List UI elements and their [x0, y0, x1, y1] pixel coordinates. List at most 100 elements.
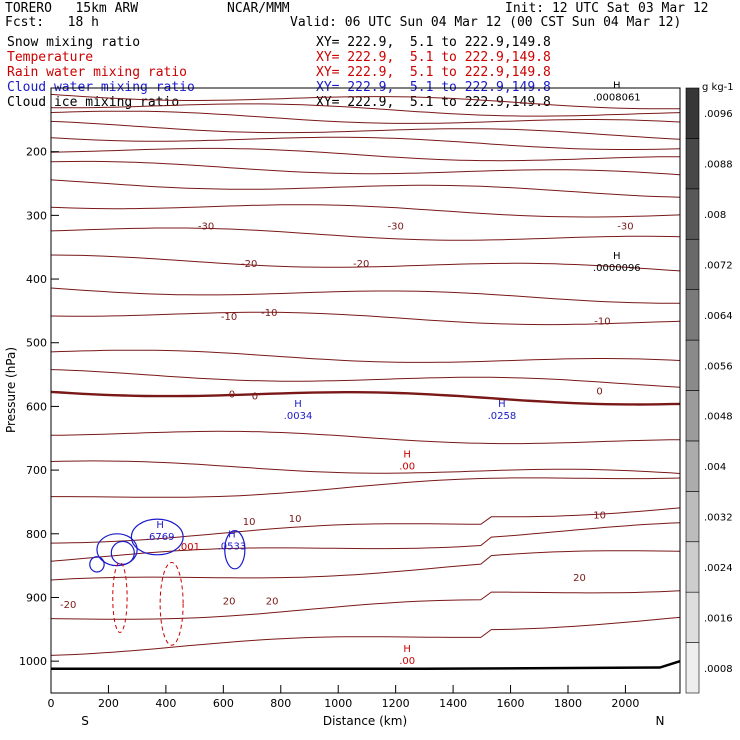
y-tick-label: 600 [26, 400, 47, 413]
x-tick-label: 200 [98, 697, 119, 710]
isotherm-label: -30 [198, 222, 214, 233]
x-tick-label: 1200 [382, 697, 410, 710]
isotherm-line [50, 227, 681, 241]
isotherm-label: -10 [221, 312, 237, 323]
maximum-value: .0034 [284, 411, 313, 422]
cloud-water-contour [89, 556, 105, 573]
x-tick-label: 1600 [497, 697, 525, 710]
init-time: Init: 12 UTC Sat 03 Mar 12 [505, 1, 709, 16]
isotherm-line [50, 103, 681, 117]
colorbar-label: .008 [704, 210, 726, 221]
colorbar-label: .0056 [704, 361, 733, 372]
isotherm-label: 10 [289, 514, 302, 525]
colorbar-segment [685, 138, 700, 190]
isotherm-line [51, 477, 681, 498]
maximum-mark: H [498, 399, 506, 410]
isotherm-label: -10 [261, 308, 277, 319]
maximum-value: .00 [399, 656, 415, 667]
forecast-hour: Fcst: 18 h [5, 15, 99, 30]
maximum-mark: H [228, 529, 236, 540]
maximum-mark: H [403, 644, 411, 655]
y-tick-label: 900 [26, 591, 47, 604]
isotherm-line [50, 590, 681, 620]
colorbar-unit: g kg-1 [702, 82, 734, 93]
maximum-value: .00 [399, 462, 415, 473]
isotherm-line [50, 522, 681, 562]
isotherm-line [50, 460, 681, 474]
x-tick-label: 1000 [324, 697, 352, 710]
x-tick-label: 1800 [554, 697, 582, 710]
maximum-value: .0533 [218, 541, 247, 552]
isotherm-line [50, 93, 681, 110]
y-tick-label: 300 [26, 209, 47, 222]
x-tick-label: 800 [270, 697, 291, 710]
isotherm-line [50, 390, 681, 406]
y-tick-label: 400 [26, 273, 47, 286]
valid-time: Valid: 06 UTC Sun 04 Mar 12 (00 CST Sun … [290, 15, 682, 30]
isotherm-label: 20 [223, 597, 236, 608]
colorbar-segment [685, 339, 700, 391]
y-tick-label: 800 [26, 528, 47, 541]
isotherm-line [50, 349, 681, 363]
x-tick-label: 1400 [439, 697, 467, 710]
isotherm-line [50, 616, 681, 656]
isotherm-label: 20 [266, 597, 279, 608]
colorbar-segment [685, 390, 700, 442]
center-title: NCAR/MMM [227, 1, 290, 16]
maximum-mark: H [613, 80, 621, 91]
isotherm-line [50, 204, 681, 218]
cloud-water-contour [130, 518, 184, 556]
isotherm-label: -30 [387, 222, 403, 233]
colorbar-segment [685, 87, 700, 139]
colorbar-segment [685, 440, 700, 492]
colorbar-label: .0096 [704, 109, 733, 120]
x-end-label-left: S [81, 714, 89, 728]
colorbar-segment [685, 289, 700, 341]
isotherm-label: 10 [243, 517, 256, 528]
isotherm-line [50, 179, 681, 198]
model-title: TORERO 15km ARW [5, 1, 139, 16]
isotherm-line [50, 287, 681, 304]
maximum-value: .0258 [488, 411, 517, 422]
isotherm-line [50, 430, 681, 445]
colorbar-label: .004 [704, 462, 726, 473]
isotherm-line [50, 147, 680, 162]
colorbar-segment [685, 188, 700, 240]
field-name: Temperature [7, 50, 94, 65]
isotherm-line [50, 120, 681, 140]
isotherm-label: 0 [252, 392, 258, 403]
colorbar-label: .0072 [704, 260, 733, 271]
x-tick-label: 600 [213, 697, 234, 710]
isotherm-line [50, 369, 681, 388]
y-tick-label: 1000 [19, 655, 47, 668]
maximum-value: .0000096 [593, 263, 641, 274]
isotherm-line [50, 311, 681, 326]
colorbar-label: .0008 [704, 664, 733, 675]
isotherm-line [50, 136, 681, 150]
colorbar-segment [685, 238, 700, 290]
isotherm-label: -20 [241, 259, 257, 270]
maximum-mark: H [613, 251, 621, 262]
y-tick-label: 700 [26, 464, 47, 477]
field-section-coords: XY= 222.9, 5.1 to 222.9,149.8 [316, 50, 551, 65]
isotherm-label: -30 [617, 222, 633, 233]
maximum-mark: H [403, 450, 411, 461]
colorbar-label: .0024 [704, 563, 733, 574]
isotherm-label: 0 [229, 390, 235, 401]
isotherm-line [50, 550, 681, 581]
colorbar-label: .0048 [704, 412, 733, 423]
colorbar-segment [685, 491, 700, 543]
rain-contour [112, 561, 128, 634]
colorbar-segment [685, 642, 700, 694]
isotherm-line [50, 160, 681, 176]
x-end-label-right: N [656, 714, 665, 728]
isotherm-label: 20 [573, 573, 586, 584]
isotherm-line [50, 254, 681, 272]
terrain-line [51, 659, 681, 671]
y-tick-label: 200 [26, 146, 47, 159]
maximum-value: .001 [178, 542, 200, 553]
colorbar-label: .0016 [704, 613, 733, 624]
isotherm-label: 0 [596, 387, 602, 398]
colorbar-segment [685, 591, 700, 643]
